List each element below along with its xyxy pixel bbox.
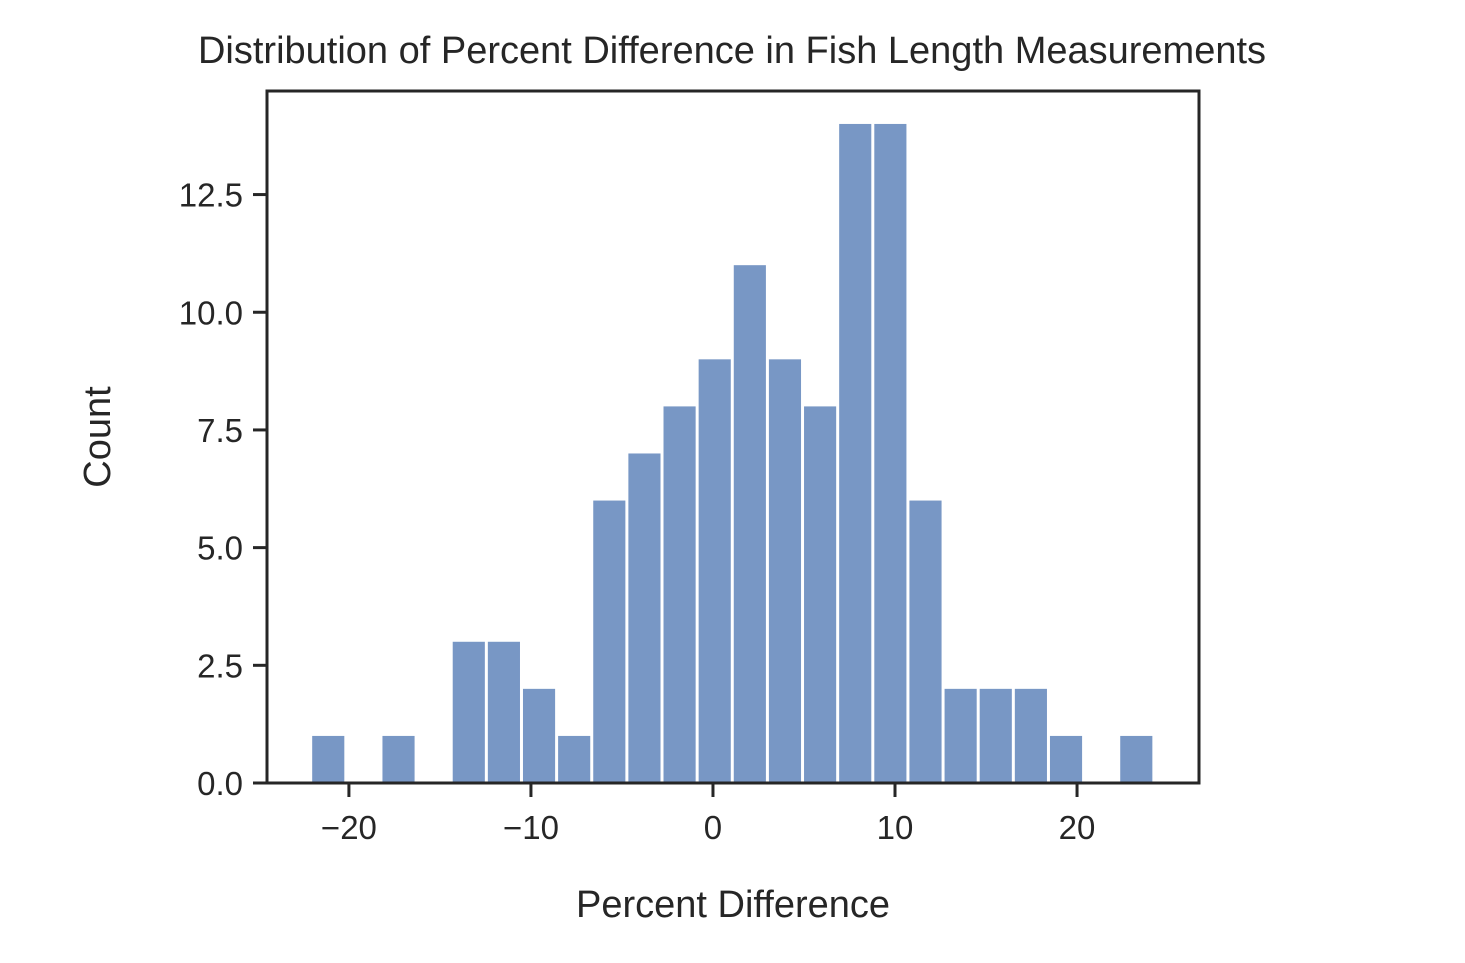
y-tick-label: 10.0 [179,294,243,331]
histogram-bar [979,688,1012,783]
y-axis-label: Count [77,386,119,488]
histogram-bar [382,735,415,783]
histogram-bar [944,688,977,783]
x-tick-label: 20 [1059,809,1096,846]
histogram-bar [1014,688,1047,783]
x-tick-label: −20 [321,809,377,846]
y-tick-label: 7.5 [197,412,243,449]
histogram-bar [909,500,942,783]
x-axis-label: Percent Difference [576,884,890,926]
histogram-bar [768,359,802,783]
histogram-bar [593,500,626,783]
histogram-bar [452,641,485,783]
histogram-bar [839,123,872,783]
histogram-bar [628,453,661,783]
histogram-bar [522,688,556,783]
plot-frame [265,89,1201,785]
x-tick-label: 10 [877,809,914,846]
y-tick-label: 2.5 [197,647,243,684]
chart-title: Distribution of Percent Difference in Fi… [198,30,1266,72]
x-tick-label: −10 [503,809,559,846]
ticks-group: −20 −10 0 10 20 0.0 2.5 5.0 7.5 10.0 12.5 [179,177,1096,846]
histogram-bar [804,406,837,783]
y-tick-label: 0.0 [197,765,243,802]
histogram-bar [733,265,766,783]
histogram-bar [1049,735,1083,783]
histogram-bar [663,406,696,783]
histogram-bar [698,359,731,783]
y-tick-label: 5.0 [197,530,243,567]
histogram-bar [874,123,907,783]
histogram-bar [1120,735,1153,783]
histogram-bar [558,735,591,783]
histogram-bar [312,735,345,783]
y-tick-label: 12.5 [179,177,243,214]
x-tick-label: 0 [704,809,722,846]
histogram-bar [487,641,520,783]
bars-group [312,123,1153,783]
